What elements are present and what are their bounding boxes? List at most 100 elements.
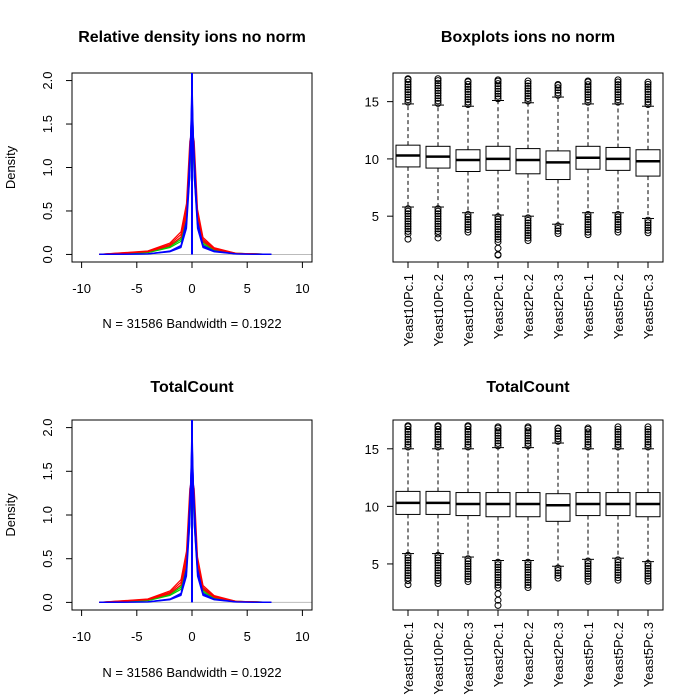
outlier-point: [584, 577, 592, 585]
outlier-point: [464, 430, 472, 438]
outlier-point: [464, 422, 472, 430]
outlier-point: [644, 575, 652, 583]
outlier-point: [404, 433, 412, 441]
outlier-point: [464, 578, 472, 586]
outlier-point: [614, 228, 622, 236]
outlier-point: [614, 556, 622, 564]
outlier-point: [614, 558, 622, 566]
outlier-point: [494, 581, 502, 589]
outlier-point: [404, 561, 412, 569]
outlier-point: [584, 560, 592, 568]
y-tick-label: 0.5: [40, 550, 55, 568]
category-label: Yeast2Pc.1: [491, 622, 506, 687]
outlier-point: [584, 433, 592, 441]
outlier-point: [434, 227, 442, 235]
outlier-point: [524, 214, 532, 222]
category-label: Yeast2Pc.3: [551, 622, 566, 687]
outlier-point: [494, 563, 502, 571]
outlier-point: [404, 212, 412, 220]
outlier-point: [434, 92, 442, 100]
outlier-point: [404, 230, 412, 238]
outlier-point: [584, 443, 592, 451]
y-tick-label: 0.5: [40, 202, 55, 220]
outlier-point: [524, 221, 532, 229]
outlier-point: [554, 435, 562, 443]
outlier-point: [494, 223, 502, 231]
x-tick-label: -10: [72, 629, 91, 644]
outlier-point: [494, 568, 502, 576]
outlier-point: [404, 572, 412, 580]
x-tick-label: 5: [244, 629, 251, 644]
category-label: Yeast2Pc.2: [521, 274, 536, 339]
outlier-point: [584, 567, 592, 575]
outlier-point: [434, 225, 442, 233]
outlier-point: [434, 234, 442, 242]
outlier-point: [494, 434, 502, 442]
y-tick-label: 5: [372, 557, 379, 572]
outlier-point: [614, 91, 622, 99]
outlier-point: [494, 437, 502, 445]
density-series-line: [99, 126, 272, 255]
category-label: Yeast5Pc.1: [581, 274, 596, 339]
outlier-point: [464, 218, 472, 226]
outlier-point: [614, 428, 622, 436]
outlier-point: [404, 98, 412, 106]
outlier-point: [554, 224, 562, 232]
outlier-point: [584, 88, 592, 96]
outlier-point: [524, 563, 532, 571]
category-label: Yeast10Pc.3: [461, 274, 476, 347]
category-label: Yeast10Pc.2: [431, 622, 446, 695]
y-tick-label: 1.0: [40, 506, 55, 524]
x-tick-label: 5: [244, 281, 251, 296]
outlier-point: [494, 558, 502, 566]
outlier-point: [644, 569, 652, 577]
outlier-point: [524, 434, 532, 442]
outlier-point: [614, 576, 622, 584]
y-tick-label: 15: [365, 442, 379, 457]
outlier-point: [524, 229, 532, 237]
outlier-point: [434, 441, 442, 449]
outlier-point: [434, 572, 442, 580]
category-label: Yeast5Pc.3: [641, 274, 656, 339]
x-tick-label: 10: [295, 281, 309, 296]
outlier-point: [554, 222, 562, 230]
outlier-point: [434, 443, 442, 451]
outlier-point: [524, 92, 532, 100]
outlier-point: [404, 86, 412, 94]
density-series-line: [99, 90, 272, 255]
x-tick-label: 0: [188, 629, 195, 644]
outlier-point: [584, 231, 592, 239]
outlier-point: [524, 442, 532, 450]
x-tick-label: -10: [72, 281, 91, 296]
outlier-point: [614, 564, 622, 572]
outlier-point: [524, 568, 532, 576]
outlier-point: [554, 564, 562, 572]
plot-title: TotalCount: [486, 379, 570, 396]
outlier-point: [404, 205, 412, 213]
outlier-point: [494, 590, 502, 598]
outlier-point: [554, 574, 562, 582]
outlier-point: [434, 220, 442, 228]
outlier-point: [404, 235, 412, 243]
outlier-point: [524, 219, 532, 227]
outlier-point: [494, 85, 502, 93]
outlier-point: [614, 223, 622, 231]
outlier-point: [494, 251, 502, 259]
outlier-point: [404, 75, 412, 83]
category-label: Yeast10Pc.3: [461, 622, 476, 695]
outlier-point: [614, 96, 622, 104]
outlier-point: [464, 557, 472, 565]
outlier-point: [494, 566, 502, 574]
outlier-point: [494, 561, 502, 569]
outlier-point: [644, 425, 652, 433]
y-tick-label: 10: [365, 499, 379, 514]
outlier-point: [464, 223, 472, 231]
outlier-point: [494, 573, 502, 581]
outlier-point: [614, 569, 622, 577]
outlier-point: [614, 81, 622, 89]
outlier-point: [464, 90, 472, 98]
x-axis-label: N = 31586 Bandwidth = 0.1922: [102, 316, 281, 331]
outlier-point: [524, 227, 532, 234]
outlier-point: [614, 88, 622, 96]
outlier-point: [584, 86, 592, 94]
